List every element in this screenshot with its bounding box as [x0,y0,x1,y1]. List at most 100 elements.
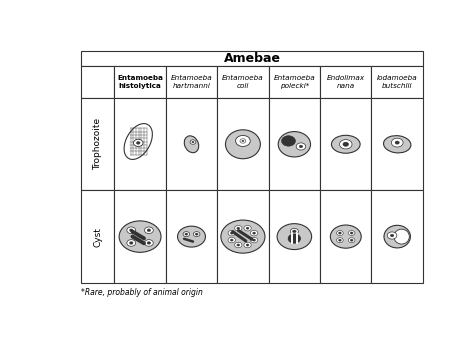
Bar [166,66,217,98]
Ellipse shape [226,130,260,159]
Circle shape [339,140,352,149]
Text: Entamoeba
polecki*: Entamoeba polecki* [273,76,315,89]
Text: Trophozoite: Trophozoite [93,118,102,170]
Bar [372,98,423,190]
Bar [166,190,217,283]
Circle shape [228,237,236,243]
Bar [82,51,423,66]
Circle shape [228,231,236,236]
Bar [320,190,372,283]
Bar [269,190,320,283]
Circle shape [392,138,403,147]
Ellipse shape [331,135,360,153]
Circle shape [230,239,233,241]
Text: Entamoeba
hartmanni: Entamoeba hartmanni [171,76,212,89]
Bar [114,66,166,98]
Circle shape [235,242,242,248]
Bar [114,98,166,190]
Text: Cyst: Cyst [93,227,102,247]
Text: Entamoeba
coli: Entamoeba coli [222,76,264,89]
Ellipse shape [383,136,411,153]
Circle shape [185,233,188,235]
Bar [320,98,372,190]
Circle shape [253,239,255,241]
Circle shape [246,227,249,229]
Text: *Rare, probably of animal origin: *Rare, probably of animal origin [82,288,203,297]
Bar [269,98,320,190]
Circle shape [288,234,301,243]
Circle shape [127,240,136,246]
Circle shape [244,226,251,231]
Bar [82,66,114,98]
Circle shape [230,232,233,234]
Circle shape [337,238,343,243]
Circle shape [338,239,341,241]
Circle shape [134,139,143,146]
Circle shape [193,232,200,237]
Circle shape [337,231,343,236]
Circle shape [330,225,361,248]
Circle shape [137,141,140,144]
Circle shape [299,145,303,148]
Circle shape [390,234,394,237]
Ellipse shape [124,124,152,159]
Text: Endolimax
nana: Endolimax nana [327,76,365,89]
Circle shape [348,231,355,236]
Circle shape [147,242,151,244]
Circle shape [147,229,151,232]
Ellipse shape [394,229,410,244]
Circle shape [190,140,196,144]
Circle shape [246,244,249,246]
Bar [82,190,114,283]
Ellipse shape [278,132,310,157]
Bar [217,98,269,190]
Circle shape [129,242,133,244]
Circle shape [237,244,240,246]
Text: Amebae: Amebae [224,52,281,65]
Circle shape [244,242,251,248]
Circle shape [178,226,205,247]
Circle shape [192,141,194,143]
Ellipse shape [384,225,410,248]
Circle shape [343,142,349,146]
Bar [269,66,320,98]
Bar [217,66,269,98]
Bar [114,190,166,283]
Circle shape [348,238,355,243]
Bar [372,190,423,283]
Circle shape [221,220,265,253]
Circle shape [127,227,136,233]
Circle shape [236,135,250,146]
Circle shape [350,232,353,234]
Bar [82,98,114,190]
Bar [320,66,372,98]
Circle shape [296,143,306,150]
Circle shape [292,230,296,233]
Circle shape [195,233,198,235]
Text: Iodamoeba
butschlii: Iodamoeba butschlii [377,76,418,89]
Circle shape [183,232,190,237]
Circle shape [250,237,258,243]
Ellipse shape [184,136,199,153]
Circle shape [235,226,242,231]
Circle shape [338,232,341,234]
Circle shape [282,136,295,146]
Circle shape [145,240,153,246]
Circle shape [395,141,400,144]
Circle shape [250,231,258,236]
Circle shape [290,228,299,234]
Circle shape [129,229,133,232]
Circle shape [350,239,353,241]
Bar [372,66,423,98]
Circle shape [145,227,153,233]
Circle shape [387,232,397,239]
Circle shape [240,139,246,143]
Bar [217,190,269,283]
Circle shape [277,224,311,250]
Circle shape [242,140,244,142]
Circle shape [119,221,161,252]
Bar [166,98,217,190]
Circle shape [237,227,240,229]
Circle shape [253,232,255,234]
Text: Entamoeba
histolytica: Entamoeba histolytica [117,76,163,89]
